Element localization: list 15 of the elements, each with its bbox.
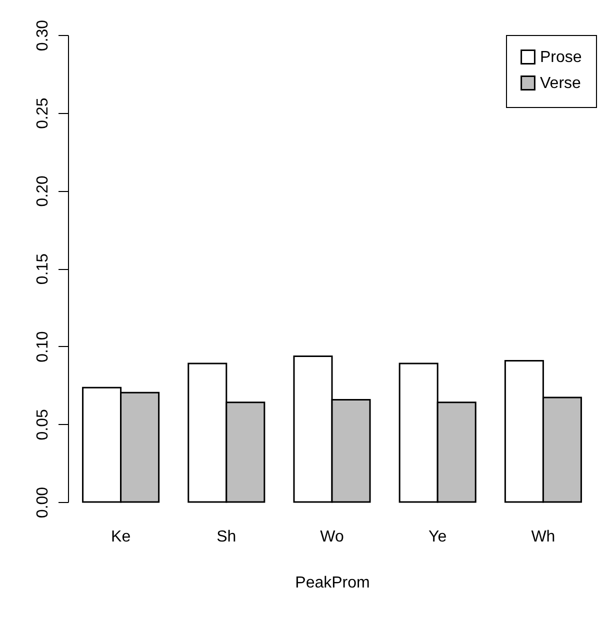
- y-tick-label: 0.15: [34, 253, 52, 285]
- y-tick-label: 0.05: [34, 408, 52, 440]
- x-tick-label: Sh: [216, 528, 236, 546]
- x-tick-label: Wo: [320, 528, 344, 546]
- legend-label: Verse: [540, 75, 582, 92]
- x-tick-label: Ye: [428, 528, 447, 546]
- y-tick-label: 0.30: [34, 20, 52, 52]
- x-axis-title: PeakProm: [295, 574, 370, 592]
- y-tick-label: 0.00: [34, 486, 52, 518]
- legend-label: Prose: [540, 49, 582, 66]
- y-tick-label: 0.20: [34, 175, 52, 207]
- y-tick-label: 0.25: [34, 98, 52, 129]
- x-tick-label: Ke: [111, 528, 131, 546]
- x-tick-label: Wh: [531, 528, 556, 546]
- y-tick-label: 0.10: [34, 331, 52, 362]
